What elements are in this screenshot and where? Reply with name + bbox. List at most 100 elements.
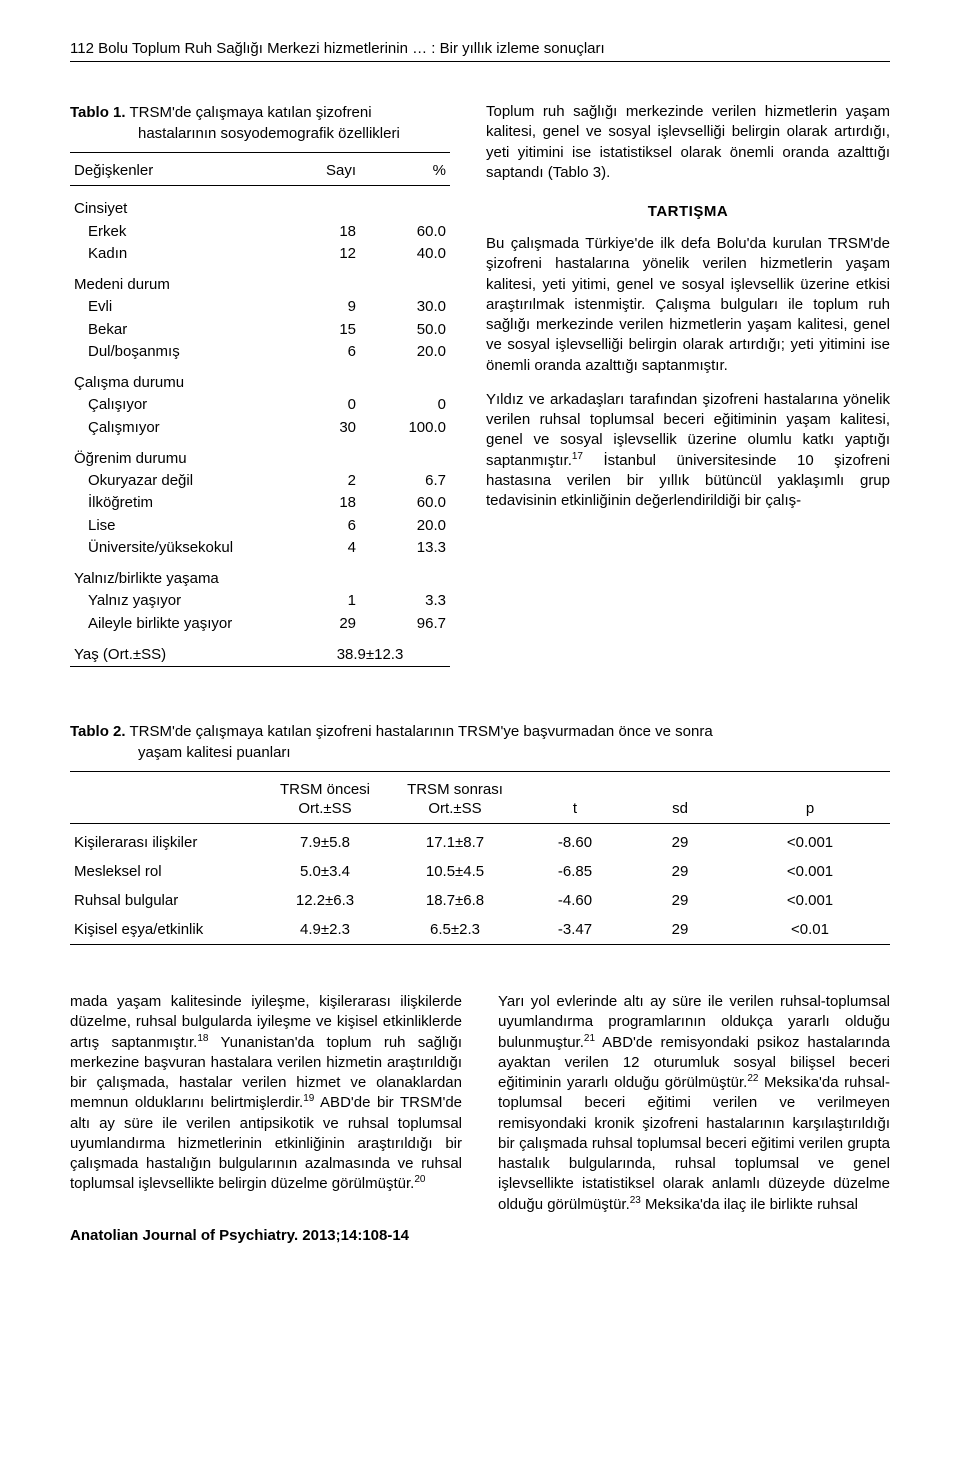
table1-cell-n: 9 xyxy=(310,296,380,318)
table1-age-label: Yaş (Ort.±SS) xyxy=(70,635,310,667)
lower-two-column: mada yaşam kalitesinde iyileşme, kişiler… xyxy=(70,992,890,1215)
table1-cell-pct: 0 xyxy=(380,394,450,416)
table-row: İlköğretim1860.0 xyxy=(70,492,450,514)
journal-footer: Anatolian Journal of Psychiatry. 2013;14… xyxy=(70,1227,890,1244)
table1-cell-n: 0 xyxy=(310,394,380,416)
running-head: 112 Bolu Toplum Ruh Sağlığı Merkezi hizm… xyxy=(70,40,890,62)
table1-cell-label: Yalnız yaşıyor xyxy=(70,590,310,612)
table-row: Erkek1860.0 xyxy=(70,221,450,243)
table1-group-title-cell: Yalnız/birlikte yaşama xyxy=(70,559,450,590)
table2-hdr-post: TRSM sonrası xyxy=(390,775,520,800)
table2-header-row1: TRSM öncesi TRSM sonrası xyxy=(70,775,890,800)
bottom-right-para: Yarı yol evlerinde altı ay süre ile veri… xyxy=(498,992,890,1215)
table1-group-title: Çalışma durumu xyxy=(70,363,450,394)
table1-cell-pct: 20.0 xyxy=(380,515,450,537)
citation-21: 21 xyxy=(584,1033,595,1044)
table1-caption-label: Tablo 1. xyxy=(70,104,126,121)
table1-cell-n: 30 xyxy=(310,417,380,439)
table1-age-value: 38.9±12.3 xyxy=(310,635,450,667)
table2-cell: 29 xyxy=(630,886,730,915)
table2-cell: -6.85 xyxy=(520,857,630,886)
table1-column: Tablo 1. TRSM'de çalışmaya katılan şizof… xyxy=(70,102,450,671)
table1-cell-n: 18 xyxy=(310,492,380,514)
table2-cell: 10.5±4.5 xyxy=(390,857,520,886)
table1-cell-label: Okuryazar değil xyxy=(70,470,310,492)
table2-cell: 29 xyxy=(630,915,730,945)
table1-group-title: Cinsiyet xyxy=(70,189,450,220)
table1-cell-pct: 96.7 xyxy=(380,613,450,635)
table1-hdr-var: Değişkenler xyxy=(70,157,310,186)
table2-caption: Tablo 2. TRSM'de çalışmaya katılan şizof… xyxy=(70,721,890,763)
table2-cell: Ruhsal bulgular xyxy=(70,886,260,915)
table1-header-row: Değişkenler Sayı % xyxy=(70,157,450,186)
table2-caption-text2: yaşam kalitesi puanları xyxy=(70,744,291,761)
table1-cell-n: 18 xyxy=(310,221,380,243)
table2-hdr2-ort2: Ort.±SS xyxy=(390,800,520,824)
table1-cell-label: Dul/boşanmış xyxy=(70,341,310,363)
br-frag4: Meksika'da ilaç ile birlikte ruhsal xyxy=(641,1196,858,1213)
table-row: Kişisel eşya/etkinlik4.9±2.36.5±2.3-3.47… xyxy=(70,915,890,945)
table-row: Okuryazar değil26.7 xyxy=(70,470,450,492)
table1-cell-pct: 60.0 xyxy=(380,221,450,243)
table2-caption-label: Tablo 2. xyxy=(70,723,126,740)
table2-cell: <0.001 xyxy=(730,857,890,886)
discussion-para-2: Yıldız ve arkadaşları tarafından şizofre… xyxy=(486,390,890,512)
table2-header-row2: Ort.±SS Ort.±SS t sd p xyxy=(70,800,890,824)
table2-cell: 5.0±3.4 xyxy=(260,857,390,886)
citation-17: 17 xyxy=(572,451,583,462)
table1-cell-pct: 30.0 xyxy=(380,296,450,318)
table1-cell-pct: 50.0 xyxy=(380,319,450,341)
table2-hdr2-t: t xyxy=(520,800,630,824)
table1-group-title-cell: Öğrenim durumu xyxy=(70,439,450,470)
table2-hdr2-p: p xyxy=(730,800,890,824)
table1-cell-pct: 20.0 xyxy=(380,341,450,363)
table1-cell-pct: 6.7 xyxy=(380,470,450,492)
table1-cell-n: 2 xyxy=(310,470,380,492)
bottom-left-para: mada yaşam kalitesinde iyileşme, kişiler… xyxy=(70,992,462,1195)
table2-hdr2-sd: sd xyxy=(630,800,730,824)
table1-cell-n: 6 xyxy=(310,341,380,363)
table2-cell: 29 xyxy=(630,857,730,886)
bottom-left-column: mada yaşam kalitesinde iyileşme, kişiler… xyxy=(70,992,462,1215)
table-row: Kişilerarası ilişkiler7.9±5.817.1±8.7-8.… xyxy=(70,828,890,857)
table2-cell: -4.60 xyxy=(520,886,630,915)
table2-cell: 6.5±2.3 xyxy=(390,915,520,945)
citation-20: 20 xyxy=(414,1174,425,1185)
table-row: Dul/boşanmış620.0 xyxy=(70,341,450,363)
table1-hdr-n: Sayı xyxy=(310,157,380,186)
table2-wrap: Tablo 2. TRSM'de çalışmaya katılan şizof… xyxy=(70,721,890,949)
table1-cell-label: Evli xyxy=(70,296,310,318)
table1-cell-label: Bekar xyxy=(70,319,310,341)
table2-hdr2-ort1: Ort.±SS xyxy=(260,800,390,824)
table2-cell: -8.60 xyxy=(520,828,630,857)
upper-two-column: Tablo 1. TRSM'de çalışmaya katılan şizof… xyxy=(70,102,890,671)
table1-group-title-cell: Medeni durum xyxy=(70,265,450,296)
table1-cell-n: 1 xyxy=(310,590,380,612)
table2-cell: Mesleksel rol xyxy=(70,857,260,886)
table1-cell-pct: 40.0 xyxy=(380,243,450,265)
results-paragraph: Toplum ruh sağlığı merkezinde verilen hi… xyxy=(486,102,890,183)
table2-cell: <0.01 xyxy=(730,915,890,945)
table1-hdr-pct: % xyxy=(380,157,450,186)
table1-cell-label: İlköğretim xyxy=(70,492,310,514)
table1-cell-pct: 100.0 xyxy=(380,417,450,439)
table-row: Yalnız yaşıyor13.3 xyxy=(70,590,450,612)
table1-group-title: Öğrenim durumu xyxy=(70,439,450,470)
table1-cell-label: Aileyle birlikte yaşıyor xyxy=(70,613,310,635)
table2-cell: -3.47 xyxy=(520,915,630,945)
table2-cell: Kişilerarası ilişkiler xyxy=(70,828,260,857)
table-row: Aileyle birlikte yaşıyor2996.7 xyxy=(70,613,450,635)
table-row: Evli930.0 xyxy=(70,296,450,318)
table2-cell: <0.001 xyxy=(730,828,890,857)
table1-group-title: Medeni durum xyxy=(70,265,450,296)
br-frag3: Meksika'da ruhsal-toplumsal beceri eğiti… xyxy=(498,1074,890,1213)
table1-cell-pct: 13.3 xyxy=(380,537,450,559)
table2-cell: 4.9±2.3 xyxy=(260,915,390,945)
table1-caption-text1: TRSM'de çalışmaya katılan şizofreni xyxy=(126,104,372,121)
table1-cell-n: 4 xyxy=(310,537,380,559)
table-row: Üniversite/yüksekokul413.3 xyxy=(70,537,450,559)
table2-cell: Kişisel eşya/etkinlik xyxy=(70,915,260,945)
table2-caption-text1: TRSM'de çalışmaya katılan şizofreni hast… xyxy=(126,723,713,740)
table-row: Ruhsal bulgular12.2±6.318.7±6.8-4.6029<0… xyxy=(70,886,890,915)
table2-cell: 29 xyxy=(630,828,730,857)
